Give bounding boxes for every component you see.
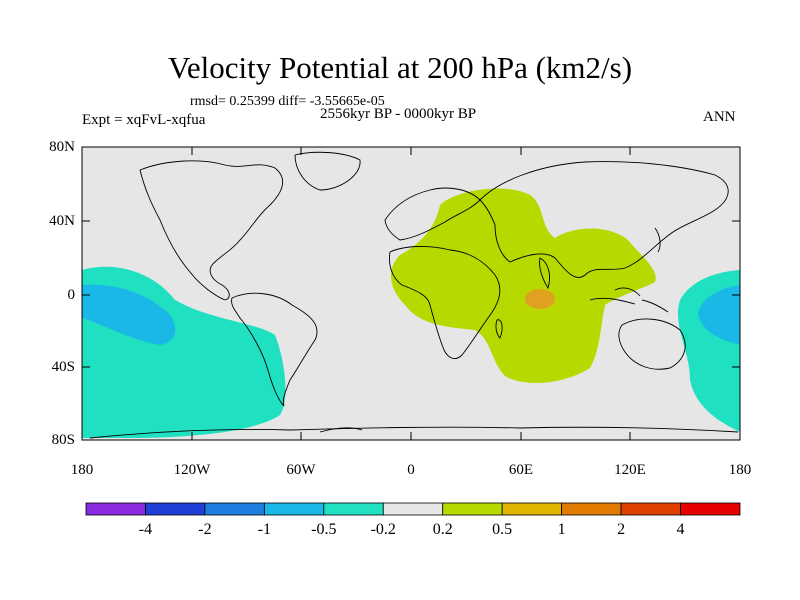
- time-period: 2556kyr BP - 0000kyr BP: [320, 106, 477, 122]
- colorbar-label: -4: [138, 521, 153, 538]
- experiment-label: Expt = xqFvL-xqfua: [82, 112, 206, 128]
- x-tick-label-60w: 60W: [286, 462, 316, 478]
- colorbar-swatch: [680, 502, 741, 516]
- colorbar-swatch: [442, 502, 503, 516]
- x-tick-label-120e: 120E: [614, 462, 646, 478]
- negative-inner-east-pacific: [82, 284, 176, 345]
- y-tick-label-80n: 80N: [49, 139, 75, 155]
- x-tick-label-180w: 180: [70, 462, 94, 478]
- x-tick-label-0: 0: [407, 462, 415, 478]
- positive-contour-indian-ocean: [390, 188, 656, 383]
- colorbar-label: -1: [257, 521, 272, 538]
- x-tick-label-60e: 60E: [508, 462, 534, 478]
- colorbar: [85, 502, 741, 516]
- positive-inner-indian-ocean: [525, 289, 555, 309]
- y-tick-label-0: 0: [67, 287, 76, 303]
- x-ticks: [81, 147, 741, 440]
- colorbar-label: 1: [557, 521, 566, 538]
- x-tick-label-180e: 180: [728, 462, 752, 478]
- colorbar-swatch: [501, 502, 563, 516]
- negative-inner-west-pacific: [698, 285, 740, 345]
- season-label: ANN: [703, 109, 736, 125]
- colorbar-label: 0.5: [492, 521, 513, 538]
- colorbar-swatch: [85, 502, 146, 516]
- y-ticks: [82, 146, 740, 441]
- colorbar-swatch: [204, 502, 265, 516]
- colorbar-label: -2: [198, 521, 212, 538]
- y-tick-label-80s: 80S: [51, 432, 75, 448]
- colorbar-label: -0.2: [370, 521, 396, 538]
- y-tick-label-40n: 40N: [49, 213, 75, 229]
- figure-title: Velocity Potential at 200 hPa (km2/s): [167, 50, 633, 85]
- colorbar-swatch: [145, 502, 206, 516]
- coastlines: [89, 151, 739, 439]
- y-tick-label-40s: 40S: [51, 359, 75, 375]
- colorbar-swatch: [620, 502, 681, 516]
- colorbar-swatch: [263, 502, 325, 516]
- colorbar-swatch: [561, 502, 622, 516]
- colorbar-label: 2: [617, 521, 626, 538]
- colorbar-label: -0.5: [311, 521, 337, 538]
- x-tick-label-120w: 120W: [173, 462, 211, 478]
- colorbar-label: 0.2: [432, 521, 453, 538]
- colorbar-swatch: [382, 502, 444, 516]
- rmsd-diff-stats: rmsd= 0.25399 diff= -3.55665e-05: [190, 94, 385, 109]
- colorbar-label: 4: [676, 521, 685, 538]
- colorbar-swatch: [323, 502, 384, 516]
